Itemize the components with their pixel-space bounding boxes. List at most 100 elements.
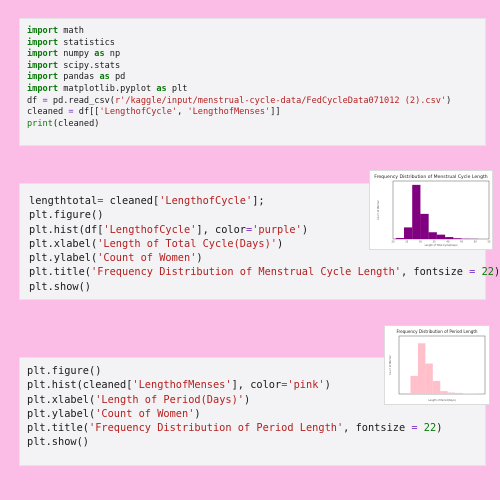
code-line: plt.xlabel('Length of Total Cycle(Days)'… — [29, 237, 485, 251]
histogram-bar — [462, 393, 471, 394]
code-token: ], color — [196, 223, 247, 236]
code-token: lengthtotal — [29, 195, 98, 207]
code-token: , fontsize — [400, 266, 470, 279]
code-token: 'purple' — [252, 223, 302, 236]
code-token: = — [97, 195, 104, 207]
code-token: ]] — [270, 107, 281, 118]
code-token: 'LengthofCycle' — [159, 195, 253, 207]
code-token: ) — [436, 422, 443, 435]
code-token: = — [68, 107, 74, 118]
code-token: 'LengthofMenses' — [132, 379, 232, 392]
x-tick-label: 45 — [460, 241, 464, 244]
code-line: print(cleaned) — [27, 119, 485, 131]
histogram-bar — [428, 232, 437, 239]
code-token: 'Length of Period(Days)' — [95, 393, 244, 406]
code-token: r'/kaggle/input/menstrual-cycle-data/Fed… — [114, 95, 447, 106]
code-token: pandas — [58, 72, 100, 83]
code-token: scipy.stats — [58, 60, 121, 71]
code-line: plt.hist(df['LengthofCycle'], color='pur… — [29, 223, 485, 237]
code-token: plt.figure() — [29, 209, 104, 222]
x-axis-label: Length of Total Cycle(Days) — [425, 244, 458, 247]
code-token: ) — [301, 223, 309, 236]
code-token: df — [27, 95, 43, 106]
code-token: plt.show() — [29, 280, 91, 293]
code-token: ) — [244, 393, 251, 406]
code-token: as — [99, 72, 110, 83]
code-line: plt.xlabel('Length of Period(Days)') — [27, 393, 485, 407]
code-token: 'LengthofCycle' — [99, 107, 178, 118]
histogram-bar — [412, 184, 421, 239]
code-token: 'Count of Women' — [95, 407, 195, 420]
code-token: 22 — [423, 422, 437, 435]
code-token: ) — [446, 95, 452, 106]
chart-title: Frequency Distribution of Menstrual Cycl… — [374, 174, 488, 180]
code-token: = — [42, 95, 48, 106]
histogram-bar — [410, 375, 418, 394]
histogram-bar — [436, 234, 446, 239]
code-token: ], color — [231, 379, 282, 392]
histogram-bar — [447, 392, 456, 394]
code-line: plt.ylabel('Count of Women') — [27, 407, 485, 421]
histogram-bar — [432, 380, 441, 394]
code-token: plt.xlabel( — [29, 237, 98, 250]
code-token: as — [156, 83, 167, 94]
code-line: import matplotlib.pyplot as plt — [27, 84, 485, 96]
code-token: numpy — [58, 49, 95, 60]
code-token: import — [27, 26, 59, 36]
code-line: import pandas as pd — [27, 72, 485, 84]
code-line: plt.title('Frequency Distribution of Per… — [27, 421, 485, 435]
code-token: 'LengthofCycle' — [103, 223, 197, 236]
code-block[interactable]: lengthtotal= cleaned['LengthofCycle']; pl… — [29, 194, 500, 294]
code-token: cleaned — [27, 107, 69, 118]
code-token: 'Length of Total Cycle(Days)' — [97, 237, 277, 250]
code-token: 'pink' — [287, 379, 325, 392]
period-length-histogram-output: Frequency Distribution of Period Length … — [384, 325, 490, 405]
code-token: = — [411, 422, 418, 435]
x-tick-label: 55 — [487, 241, 491, 244]
code-token: import — [27, 72, 59, 83]
code-line: import scipy.stats — [27, 61, 485, 73]
code-token: math — [58, 26, 84, 36]
code-block[interactable]: import math import statistics import numpy… — [27, 26, 485, 130]
code-token: = — [246, 223, 253, 236]
code-line: df = pd.read_csv(r'/kaggle/input/menstru… — [27, 96, 485, 108]
code-token: = — [281, 379, 288, 392]
code-token: print — [27, 118, 53, 129]
histogram-bar — [445, 237, 454, 239]
code-token: , fontsize — [343, 422, 412, 435]
code-line: import numpy as np — [27, 49, 485, 61]
cycle-length-histogram-svg: Frequency Distribution of Menstrual Cycl… — [374, 174, 491, 247]
code-token: ) — [276, 237, 284, 250]
code-token: cleaned[ — [103, 195, 160, 207]
code-cell-imports[interactable]: import math import statistics import numpy… — [19, 18, 486, 146]
histogram-bar — [395, 238, 404, 239]
code-token: plt.hist(df[ — [29, 223, 104, 236]
code-token: 'Frequency Distribution of Period Length… — [89, 422, 344, 435]
code-block[interactable]: plt.figure() plt.hist(cleaned['LengthofMe… — [27, 364, 485, 450]
cycle-length-histogram-output: Frequency Distribution of Menstrual Cycl… — [369, 170, 493, 250]
x-tick-label: 40 — [446, 241, 450, 244]
code-line: import statistics — [27, 38, 485, 50]
code-token: pd.read_csv( — [47, 95, 115, 106]
code-token: = — [469, 266, 476, 279]
code-token: 'Count of Women' — [97, 252, 197, 265]
y-axis-label: Count of Women — [377, 200, 380, 220]
code-token: matplotlib.pyplot — [58, 83, 157, 94]
code-line: plt.title('Frequency Distribution of Men… — [29, 265, 500, 279]
histogram-bar — [420, 213, 429, 239]
code-line: lengthtotal= cleaned['LengthofCycle']; — [29, 194, 485, 208]
code-token: plt.show() — [27, 436, 89, 449]
code-token: ]; — [252, 195, 265, 207]
code-token: as — [94, 49, 105, 60]
code-token: ) — [194, 407, 201, 420]
code-token: plt.hist(cleaned[ — [27, 379, 133, 392]
code-token: plt — [166, 83, 188, 94]
period-length-histogram-svg: Frequency Distribution of Period Length … — [389, 329, 486, 402]
x-tick-label: 25 — [405, 241, 409, 244]
code-token: ) — [324, 379, 331, 392]
x-tick-label: 50 — [474, 241, 478, 244]
histogram-bar — [453, 238, 462, 239]
code-token: ) — [196, 252, 203, 265]
code-token: 22 — [481, 266, 494, 279]
code-line: plt.hist(cleaned['LengthofMenses'], colo… — [27, 378, 485, 392]
